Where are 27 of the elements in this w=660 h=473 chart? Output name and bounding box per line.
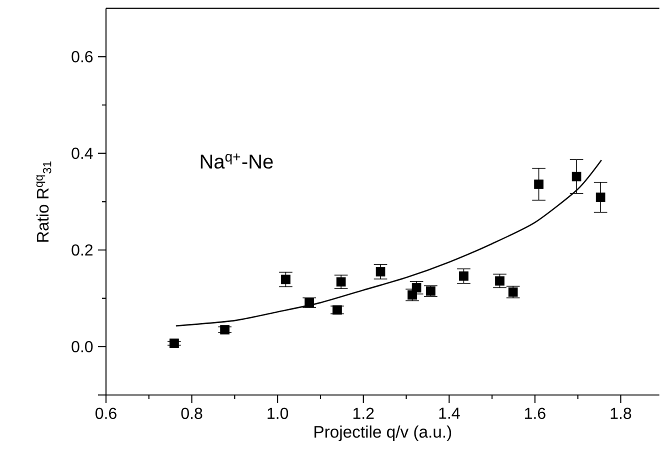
x-tick-label: 1.6 bbox=[525, 408, 546, 420]
point bbox=[508, 287, 518, 297]
point bbox=[304, 298, 314, 308]
y-tick-label: 0.6 bbox=[72, 51, 93, 62]
x-tick-label: 1.4 bbox=[439, 408, 460, 419]
point bbox=[459, 271, 468, 281]
point bbox=[332, 305, 342, 315]
x-tick-label: 0.6 bbox=[96, 408, 116, 420]
x-tick-label: 0.8 bbox=[181, 408, 202, 420]
point bbox=[572, 172, 582, 182]
x-tick-label: 1.2 bbox=[353, 408, 374, 419]
point bbox=[376, 267, 386, 276]
y-axis-title: Ratio R$^{qq}$31 bbox=[36, 161, 52, 242]
point bbox=[281, 274, 290, 284]
point bbox=[495, 276, 504, 286]
point bbox=[596, 192, 606, 202]
x-tick-label: 1.8 bbox=[610, 408, 632, 420]
point bbox=[426, 286, 436, 296]
point bbox=[220, 325, 230, 334]
x-tick-label: 1.0 bbox=[268, 408, 288, 420]
y-tick-label: 0.2 bbox=[72, 244, 92, 256]
x-axis-title: Projectile q/v (a.u.) bbox=[314, 426, 452, 442]
point bbox=[170, 338, 179, 348]
point bbox=[534, 180, 544, 189]
annotation: Na$^{q+}$-Ne bbox=[200, 153, 273, 169]
y-tick-label: 0.4 bbox=[72, 148, 93, 159]
y-tick-label: 0.0 bbox=[72, 340, 93, 352]
